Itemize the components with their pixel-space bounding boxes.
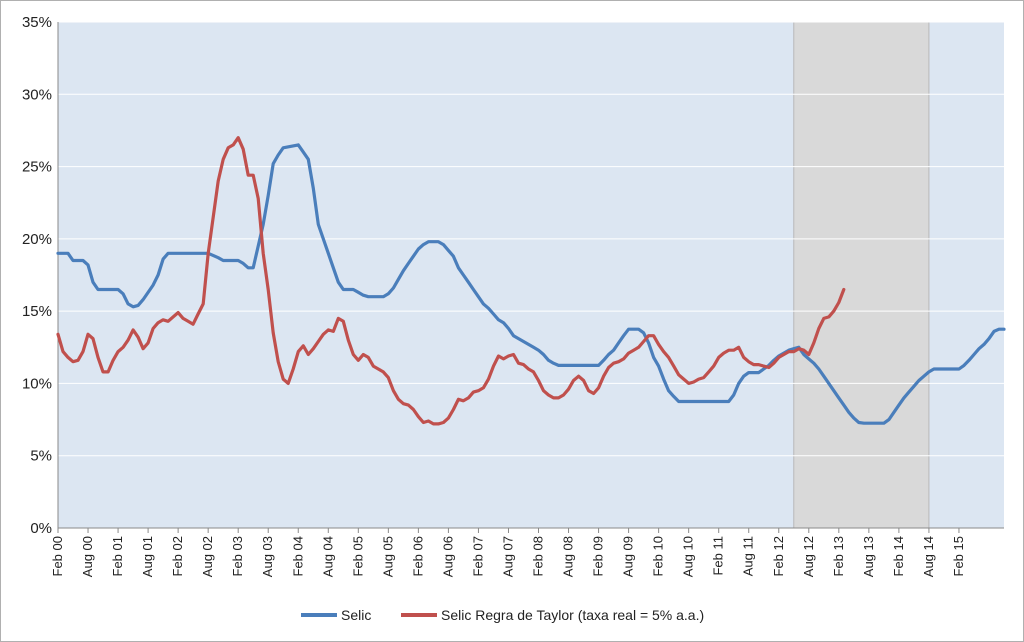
gridlines bbox=[57, 21, 1004, 529]
x-tick-label: Feb 11 bbox=[711, 536, 726, 576]
y-tick-label: 20% bbox=[22, 231, 52, 248]
x-tick-label: Feb 12 bbox=[771, 536, 786, 576]
y-tick-label: 35% bbox=[22, 14, 52, 31]
y-axis-ticks: 0% 5% 10% 15% 20% 25% 30% 35% bbox=[22, 14, 52, 537]
legend-label-taylor: Selic Regra de Taylor (taxa real = 5% a.… bbox=[441, 607, 704, 623]
series-line-selic bbox=[56, 143, 1006, 425]
x-tick-label: Aug 04 bbox=[320, 536, 335, 577]
x-tick-label: Feb 10 bbox=[651, 536, 666, 576]
legend: Selic Selic Regra de Taylor (taxa real = … bbox=[301, 607, 704, 623]
x-tick-label: Feb 05 bbox=[350, 536, 365, 576]
x-tick-label: Aug 14 bbox=[921, 536, 936, 577]
x-tick-label: Feb 15 bbox=[951, 536, 966, 576]
x-tick-label: Aug 07 bbox=[500, 536, 515, 577]
x-tick-label: Aug 13 bbox=[861, 536, 876, 577]
x-axis-ticks: Feb 00 Aug 00 Feb 01 Aug 01 Feb 02 Aug 02 Feb … bbox=[50, 528, 966, 577]
x-tick-label: Aug 03 bbox=[260, 536, 275, 577]
x-tick-label: Aug 09 bbox=[621, 536, 636, 577]
x-tick-label: Aug 08 bbox=[561, 536, 576, 577]
x-tick-label: Feb 01 bbox=[110, 536, 125, 576]
x-tick-label: Feb 07 bbox=[470, 536, 485, 576]
y-tick-label: 30% bbox=[22, 86, 52, 103]
x-tick-label: Feb 02 bbox=[170, 536, 185, 576]
series-lines bbox=[56, 136, 1006, 426]
x-tick-label: Feb 08 bbox=[531, 536, 546, 576]
x-tick-label: Aug 06 bbox=[440, 536, 455, 577]
x-tick-label: Aug 12 bbox=[801, 536, 816, 577]
x-tick-label: Feb 03 bbox=[230, 536, 245, 576]
x-tick-label: Feb 13 bbox=[831, 536, 846, 576]
x-tick-label: Feb 00 bbox=[50, 536, 65, 576]
y-tick-label: 10% bbox=[22, 375, 52, 392]
legend-label-selic: Selic bbox=[341, 607, 371, 623]
y-tick-label: 5% bbox=[30, 448, 52, 465]
x-tick-label: Aug 00 bbox=[80, 536, 95, 577]
x-tick-label: Aug 02 bbox=[200, 536, 215, 577]
x-tick-label: Feb 06 bbox=[410, 536, 425, 576]
series-line-taylor bbox=[56, 136, 846, 426]
x-tick-label: Aug 01 bbox=[140, 536, 155, 577]
x-tick-label: Feb 09 bbox=[591, 536, 606, 576]
x-tick-label: Aug 10 bbox=[681, 536, 696, 577]
x-tick-label: Feb 14 bbox=[891, 536, 906, 576]
x-tick-label: Aug 11 bbox=[741, 536, 756, 576]
y-tick-label: 0% bbox=[30, 520, 52, 537]
x-tick-label: Aug 05 bbox=[380, 536, 395, 577]
x-tick-label: Feb 04 bbox=[290, 536, 305, 576]
y-tick-label: 15% bbox=[22, 303, 52, 320]
shaded-region bbox=[793, 21, 930, 529]
y-tick-label: 25% bbox=[22, 159, 52, 176]
